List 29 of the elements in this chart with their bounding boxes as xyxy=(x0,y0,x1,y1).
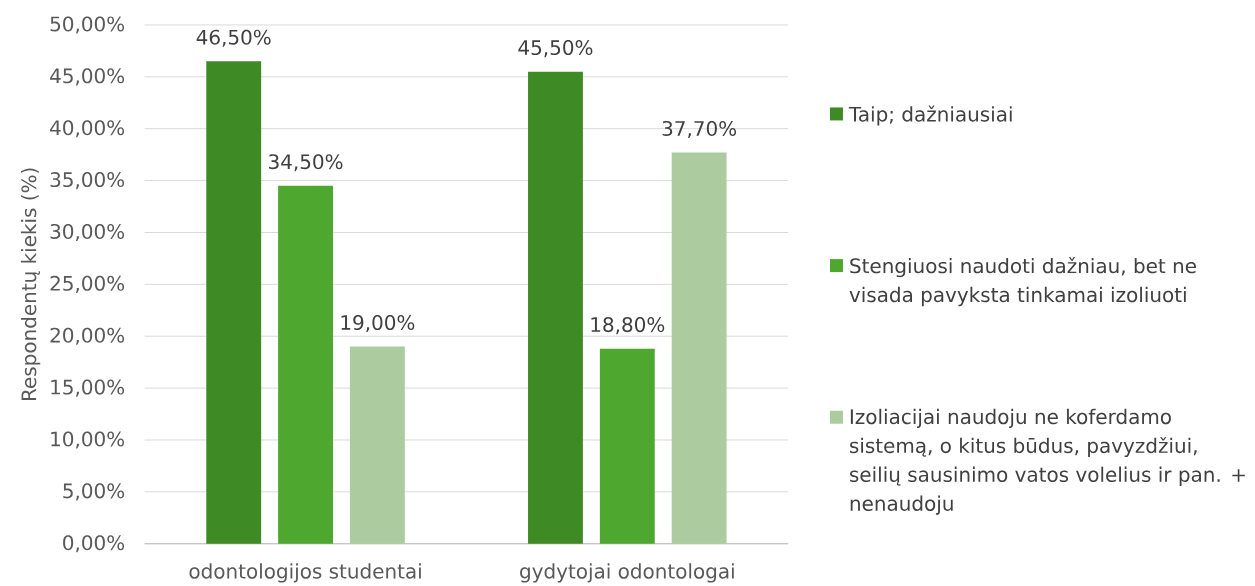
y-axis-title: Respondentų kiekis (%) xyxy=(20,168,41,401)
bar xyxy=(349,346,405,544)
y-tick-label: 10,00% xyxy=(51,431,125,449)
bar xyxy=(528,71,583,544)
y-tick-label: 0,00% xyxy=(63,535,125,553)
y-tick-label: 25,00% xyxy=(50,275,125,293)
y-tick-label: 5,00% xyxy=(63,483,125,501)
y-tick-label: 20,00% xyxy=(50,327,125,345)
x-tick-label: gydytojai odontologai xyxy=(520,563,734,583)
bar xyxy=(599,348,655,544)
data-label: 34,50% xyxy=(269,154,343,172)
x-tick-label: odontologijos studentai xyxy=(189,563,421,583)
bar xyxy=(206,61,262,544)
data-label: 37,70% xyxy=(662,121,737,139)
bar xyxy=(278,185,333,544)
data-label: 46,50% xyxy=(196,29,271,47)
y-tick-label: 30,00% xyxy=(50,223,125,242)
legend-label: Stengiuosi naudoti dažniau, bet ne visada pavyksta tinkamai izoliuoti xyxy=(849,257,1196,307)
data-label: 18,80% xyxy=(591,317,665,335)
data-label: 19,00% xyxy=(341,315,415,333)
bar xyxy=(671,152,727,544)
data-label: 45,50% xyxy=(518,40,593,58)
y-tick-label: 15,00% xyxy=(51,379,125,397)
legend-label: Izoliacijai naudoju ne koferdamo sistemą, o kitus būdus, pavyzdžiui, seilių sausinimo vatos volelius ir pan. + nenaudoju xyxy=(850,408,1245,515)
legend-label: Taip; dažniausiai xyxy=(848,105,1012,126)
y-tick-label: 40,00% xyxy=(50,120,125,138)
y-tick-label: 45,00% xyxy=(50,68,125,86)
y-tick-label: 50,00% xyxy=(50,16,125,34)
y-tick-label: 35,00% xyxy=(50,172,125,190)
